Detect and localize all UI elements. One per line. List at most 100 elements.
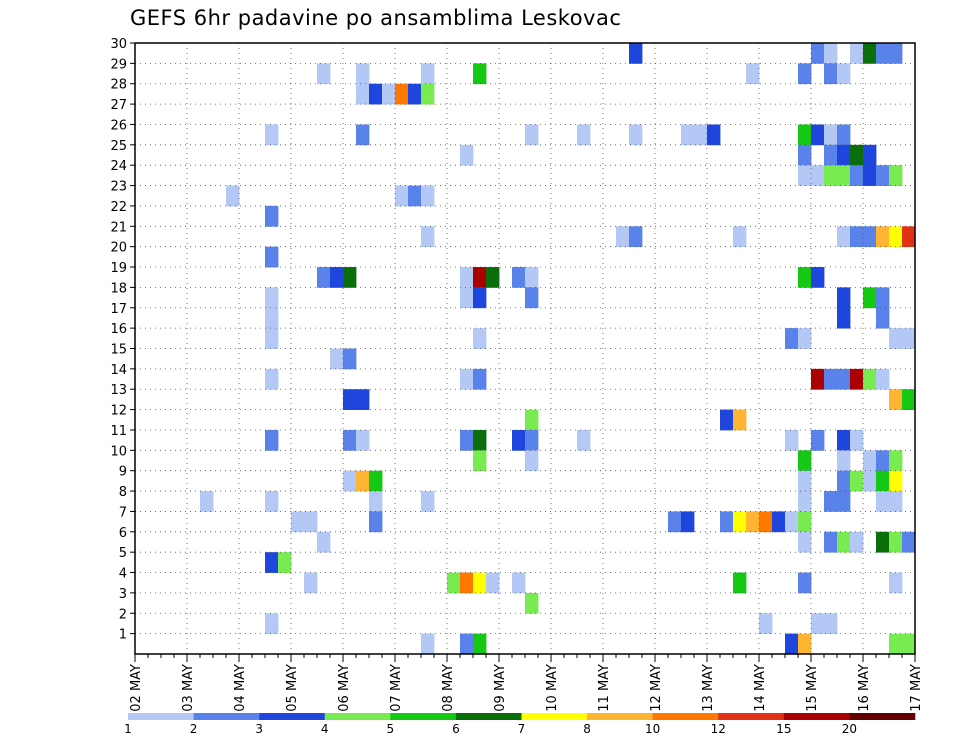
y-tick-label: 21 xyxy=(110,220,127,235)
colorbar-label: 5 xyxy=(387,722,395,736)
heatmap-cell xyxy=(863,470,877,492)
heatmap-cell xyxy=(824,124,838,146)
heatmap-cell xyxy=(785,633,799,655)
x-tick-label: 05 MAY xyxy=(285,664,300,712)
heatmap-cell xyxy=(265,429,279,451)
heatmap-cell xyxy=(837,124,851,146)
heatmap-cell xyxy=(369,491,383,512)
y-tick-label: 1 xyxy=(119,628,127,643)
heatmap-cell xyxy=(902,633,916,655)
heatmap-cell xyxy=(473,633,487,655)
heatmap-cell xyxy=(889,491,903,512)
heatmap-cell xyxy=(382,83,396,105)
heatmap-cell xyxy=(863,287,877,309)
x-tick-label: 02 MAY xyxy=(129,664,144,712)
heatmap-cell xyxy=(798,165,812,186)
y-tick-label: 7 xyxy=(119,505,127,520)
heatmap-cell xyxy=(837,491,851,512)
heatmap-cell xyxy=(460,144,474,166)
y-tick-label: 23 xyxy=(110,180,127,195)
heatmap-cell xyxy=(512,429,526,451)
heatmap-cell xyxy=(798,491,812,512)
heatmap-cell xyxy=(876,287,890,309)
heatmap-cell xyxy=(317,531,331,553)
y-tick-label: 18 xyxy=(110,281,127,296)
heatmap-cell xyxy=(733,226,747,248)
heatmap-cell xyxy=(460,633,474,655)
x-tick-label: 06 MAY xyxy=(337,664,352,712)
x-tick-label: 08 MAY xyxy=(441,664,456,712)
heatmap-cell xyxy=(421,491,435,512)
heatmap-cell xyxy=(356,389,370,410)
colorbar: 1 2 3 4 5 6 7 8 10 12 15 20 xyxy=(124,713,916,736)
heatmap-cell xyxy=(837,307,851,329)
heatmap-cell xyxy=(746,511,760,533)
heatmap-cell xyxy=(629,226,643,248)
heatmap-cell xyxy=(785,429,799,451)
colorbar-label: 6 xyxy=(452,722,460,736)
heatmap-cell xyxy=(850,531,864,553)
heatmap-cell xyxy=(798,328,812,349)
heatmap-cell xyxy=(798,572,812,594)
heatmap-cell xyxy=(824,43,838,64)
y-tick-label: 12 xyxy=(110,404,127,419)
x-tick-label: 14 MAY xyxy=(753,664,768,712)
colorbar-label: 8 xyxy=(583,722,591,736)
y-tick-label: 8 xyxy=(119,485,127,500)
heatmap-cell xyxy=(850,368,864,390)
heatmap-cell xyxy=(356,470,370,492)
heatmap-cell xyxy=(343,470,357,492)
y-tick-label: 24 xyxy=(110,159,127,174)
heatmap-cell xyxy=(837,226,851,248)
heatmap-cell xyxy=(265,328,279,349)
heatmap-cell xyxy=(837,165,851,186)
heatmap-cell xyxy=(512,572,526,594)
y-tick-label: 29 xyxy=(110,57,127,72)
colorbar-label: 20 xyxy=(842,722,857,736)
heatmap-cell xyxy=(837,531,851,553)
heatmap-cell xyxy=(473,572,487,594)
heatmap-cell xyxy=(850,43,864,64)
heatmap-cell xyxy=(200,491,214,512)
heatmap-cell xyxy=(889,531,903,553)
y-tick-label: 3 xyxy=(119,587,127,602)
heatmap-cell xyxy=(330,348,344,370)
heatmap-cell xyxy=(863,368,877,390)
colorbar-swatch xyxy=(783,713,850,720)
heatmap-cell xyxy=(473,287,487,309)
heatmap-cell xyxy=(473,267,487,288)
heatmap-cell xyxy=(265,287,279,309)
colorbar-swatch xyxy=(455,713,522,720)
x-tick-label: 12 MAY xyxy=(649,664,664,712)
heatmap-cell xyxy=(265,246,279,268)
heatmap-cell xyxy=(876,531,890,553)
heatmap-cell xyxy=(863,43,877,64)
heatmap-cell xyxy=(265,205,279,227)
x-tick-label: 15 MAY xyxy=(805,664,820,712)
colorbar-swatch xyxy=(652,713,719,720)
heatmap-cell xyxy=(369,83,383,105)
heatmap-cell xyxy=(811,368,825,390)
chart-title: GEFS 6hr padavine po ansamblima Leskovac xyxy=(130,6,622,30)
heatmap-cell xyxy=(889,633,903,655)
heatmap-cell xyxy=(694,124,708,146)
heatmap-cell xyxy=(863,144,877,166)
heatmap-cell xyxy=(486,572,500,594)
y-tick-label: 30 xyxy=(110,37,127,52)
heatmap-cell xyxy=(525,267,539,288)
heatmap-cell xyxy=(733,572,747,594)
heatmap-cell xyxy=(798,450,812,472)
heatmap-cell xyxy=(798,124,812,146)
heatmap-cell xyxy=(395,185,409,207)
heatmap-cell xyxy=(356,83,370,105)
heatmap-cell xyxy=(343,348,357,370)
heatmap-cell xyxy=(525,409,539,431)
heatmap-cell xyxy=(265,124,279,146)
heatmap-cell xyxy=(473,368,487,390)
heatmap-cell xyxy=(876,165,890,186)
colorbar-label: 3 xyxy=(255,722,263,736)
heatmap-cell xyxy=(447,572,461,594)
heatmap-cell xyxy=(226,185,240,207)
heatmap-cell xyxy=(902,389,916,410)
heatmap-cell xyxy=(824,531,838,553)
